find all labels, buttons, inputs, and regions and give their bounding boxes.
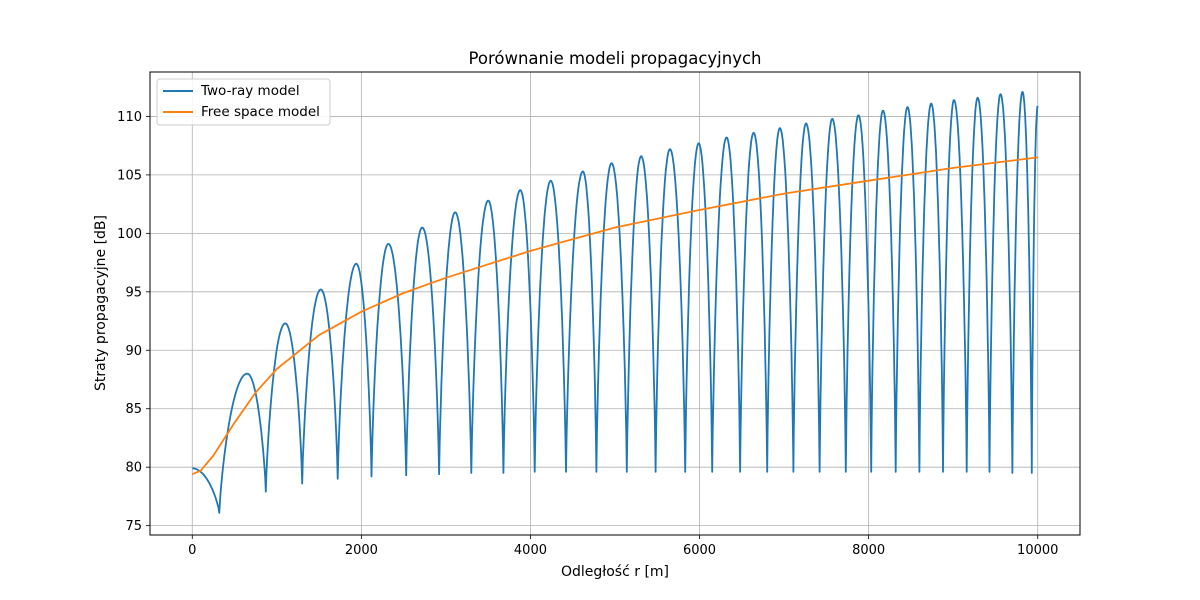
legend-label-free-space: Free space model [201, 104, 320, 120]
x-tick-label: 2000 [345, 543, 378, 558]
y-tick-label: 110 [117, 110, 142, 125]
y-axis-title: Straty propagacyjne [dB] [93, 215, 109, 391]
x-tick-label: 8000 [852, 543, 885, 558]
axis-ticks: 0 2000 4000 6000 8000 10000 75 80 85 90 95 100 105 11… [117, 110, 1058, 558]
y-tick-label: 75 [125, 519, 142, 534]
y-tick-label: 105 [117, 168, 142, 183]
y-tick-label: 95 [125, 285, 142, 300]
chart-title: Porównanie modeli propagacyjnych [468, 49, 761, 68]
plot-area-frame [149, 71, 1081, 536]
legend-box [156, 78, 331, 126]
y-tick-label: 100 [117, 227, 142, 242]
y-tick-label: 80 [125, 461, 142, 476]
plot-series [191, 91, 1039, 514]
series-line-free-space [191, 156, 1038, 476]
x-tick-label: 4000 [514, 543, 547, 558]
x-tick-label: 0 [188, 543, 196, 558]
y-tick-label: 85 [125, 402, 142, 417]
x-tick-label: 10000 [1017, 543, 1058, 558]
series-line-two-ray [192, 91, 1039, 514]
legend-label-two-ray: Two-ray model [200, 83, 300, 99]
x-axis-title: Odległość r [m] [561, 564, 669, 580]
y-tick-label: 90 [125, 344, 142, 359]
x-tick-label: 6000 [683, 543, 716, 558]
legend: Two-ray model Free space model [156, 78, 331, 126]
